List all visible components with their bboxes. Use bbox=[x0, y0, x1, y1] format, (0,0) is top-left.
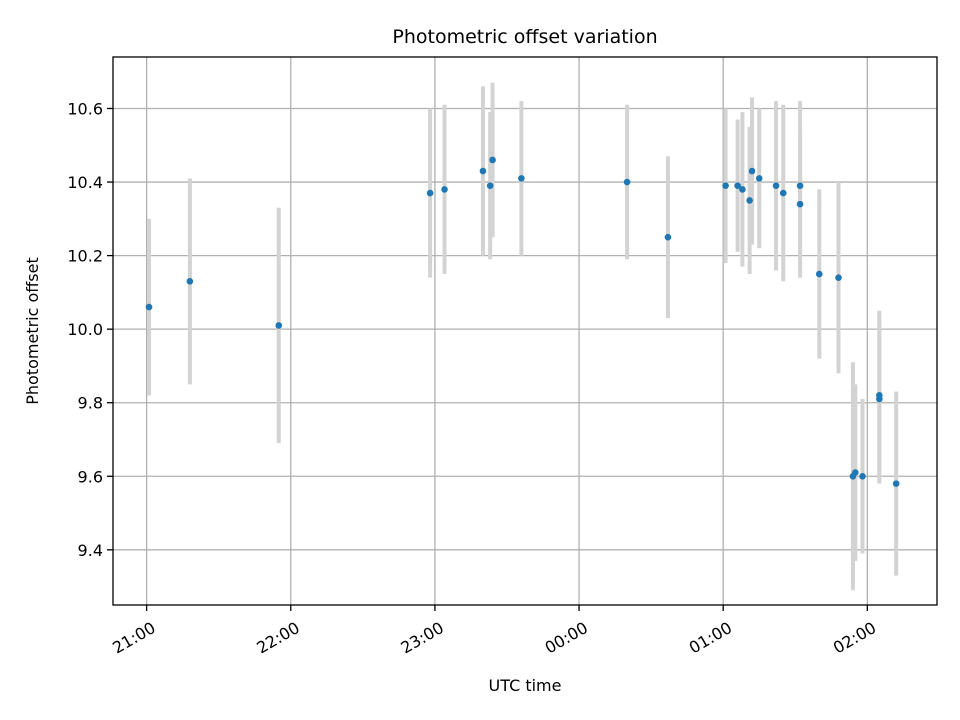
y-tick-label: 9.8 bbox=[78, 394, 103, 413]
data-point bbox=[518, 175, 525, 182]
data-point bbox=[755, 175, 763, 182]
data-point bbox=[489, 156, 496, 164]
data-point bbox=[748, 167, 756, 175]
y-tick-label: 9.6 bbox=[78, 467, 103, 486]
data-point bbox=[876, 395, 883, 403]
data-point bbox=[815, 270, 823, 278]
x-tick-label: 23:00 bbox=[397, 618, 446, 658]
data-point bbox=[892, 480, 900, 487]
plot-frame bbox=[112, 56, 938, 606]
y-tick-label: 10.2 bbox=[67, 247, 103, 266]
x-tick-label: 22:00 bbox=[253, 618, 302, 658]
data-point bbox=[859, 472, 866, 480]
data-point bbox=[852, 469, 859, 476]
data-point bbox=[835, 274, 842, 281]
data-point bbox=[426, 189, 434, 197]
y-tick-label: 10.4 bbox=[67, 173, 103, 192]
point-layer bbox=[145, 156, 900, 487]
errorbar-layer bbox=[147, 82, 899, 591]
data-point bbox=[779, 189, 787, 197]
y-tick-label: 10.6 bbox=[67, 99, 103, 118]
data-point bbox=[796, 200, 804, 208]
data-point bbox=[479, 167, 487, 175]
data-point bbox=[739, 186, 746, 193]
data-point bbox=[145, 303, 153, 311]
grid-layer bbox=[113, 57, 937, 605]
x-axis: 21:00 22:00 23:00 00:00 01:00 02:00 bbox=[109, 605, 879, 658]
data-point bbox=[486, 182, 494, 190]
x-tick-label: 02:00 bbox=[830, 618, 879, 658]
data-point bbox=[664, 233, 672, 241]
y-axis: 9.4 9.6 9.8 10.0 10.2 10.4 10.6 bbox=[67, 99, 113, 560]
x-tick-label: 21:00 bbox=[109, 618, 158, 658]
y-tick-label: 9.4 bbox=[78, 541, 103, 560]
data-point bbox=[796, 182, 804, 190]
x-tick-label: 01:00 bbox=[686, 618, 735, 658]
y-tick-label: 10.0 bbox=[67, 320, 103, 339]
data-point bbox=[746, 197, 753, 204]
chart-title: Photometric offset variation bbox=[392, 26, 657, 48]
x-tick-label: 00:00 bbox=[542, 618, 591, 658]
data-point bbox=[275, 322, 283, 329]
data-point bbox=[722, 182, 729, 190]
data-point bbox=[734, 182, 741, 190]
data-point bbox=[441, 186, 448, 193]
data-point bbox=[623, 178, 631, 186]
x-axis-label: UTC time bbox=[489, 676, 562, 695]
data-point bbox=[772, 182, 780, 190]
data-point bbox=[186, 278, 194, 285]
y-axis-label: Photometric offset bbox=[23, 257, 42, 405]
